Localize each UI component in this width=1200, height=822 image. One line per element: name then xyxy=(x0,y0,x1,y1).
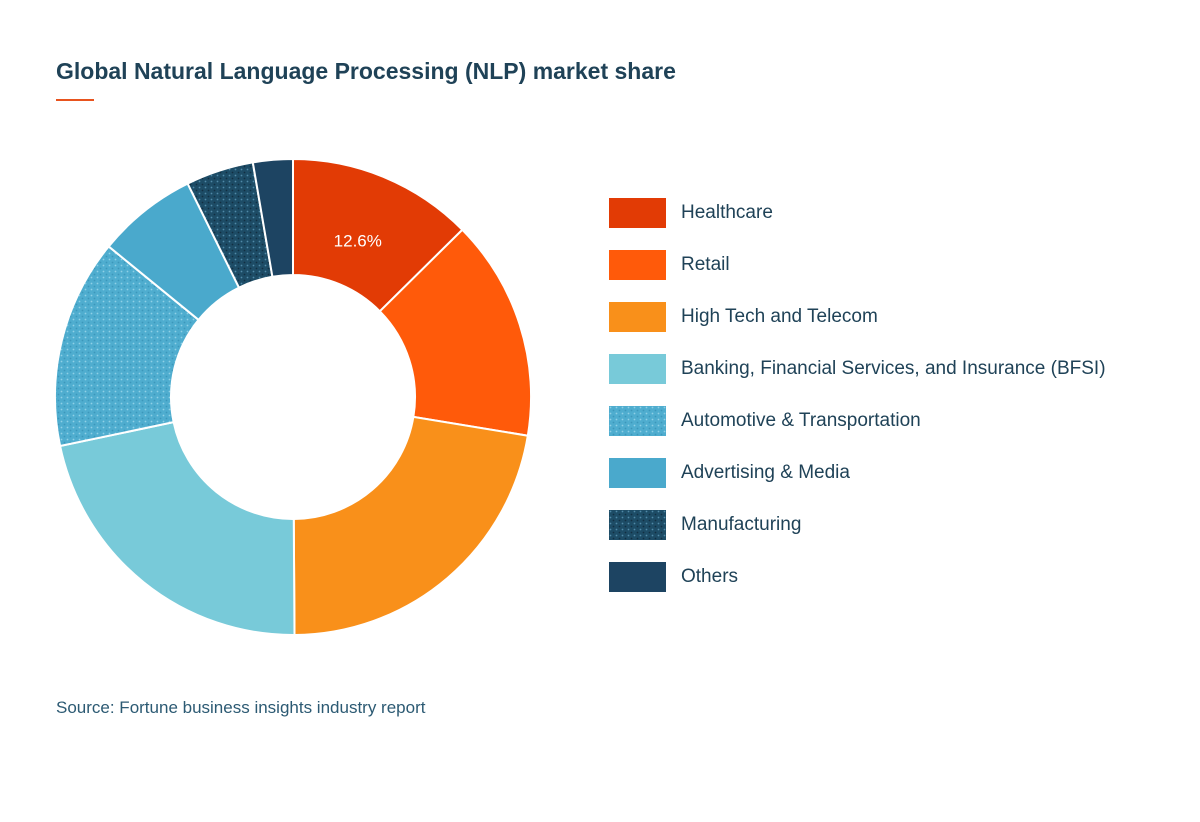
legend-item-advertising-and-media: Advertising & Media xyxy=(609,458,1106,488)
legend-item-others: Others xyxy=(609,562,1106,592)
data-label-healthcare: 12.6% xyxy=(334,231,382,250)
legend-label-high-tech-and-telecom: High Tech and Telecom xyxy=(681,306,878,328)
legend-swatch-automotive-and-transportation xyxy=(609,406,666,436)
legend-label-others: Others xyxy=(681,566,738,588)
legend-label-manufacturing: Manufacturing xyxy=(681,514,801,536)
legend-swatch-high-tech-and-telecom xyxy=(609,302,666,332)
chart-legend: Healthcare Retail High Tech and Telecom Ban… xyxy=(609,198,1106,614)
legend-swatch-healthcare xyxy=(609,198,666,228)
donut-chart: 12.6% xyxy=(0,0,600,700)
legend-swatch-others xyxy=(609,562,666,592)
legend-item-automotive-and-transportation: Automotive & Transportation xyxy=(609,406,1106,436)
donut-data-labels: 12.6% xyxy=(334,231,382,250)
legend-swatch-advertising-and-media xyxy=(609,458,666,488)
legend-item-manufacturing: Manufacturing xyxy=(609,510,1106,540)
legend-label-retail: Retail xyxy=(681,254,730,276)
source-note: Source: Fortune business insights indust… xyxy=(56,698,425,718)
legend-item-banking-financial-services-and-insurance-bfsi: Banking, Financial Services, and Insuran… xyxy=(609,354,1106,384)
legend-item-high-tech-and-telecom: High Tech and Telecom xyxy=(609,302,1106,332)
legend-swatch-retail xyxy=(609,250,666,280)
legend-swatch-banking-financial-services-and-insurance-bfsi xyxy=(609,354,666,384)
legend-label-banking-financial-services-and-insurance-bfsi: Banking, Financial Services, and Insuran… xyxy=(681,358,1106,380)
legend-item-retail: Retail xyxy=(609,250,1106,280)
legend-label-automotive-and-transportation: Automotive & Transportation xyxy=(681,410,921,432)
legend-label-healthcare: Healthcare xyxy=(681,202,773,224)
donut-slices xyxy=(55,159,531,635)
legend-item-healthcare: Healthcare xyxy=(609,198,1106,228)
slice-banking-financial-services-and-insurance-bfsi xyxy=(60,422,294,635)
slice-high-tech-and-telecom xyxy=(294,417,528,635)
legend-label-advertising-and-media: Advertising & Media xyxy=(681,462,850,484)
legend-swatch-manufacturing xyxy=(609,510,666,540)
